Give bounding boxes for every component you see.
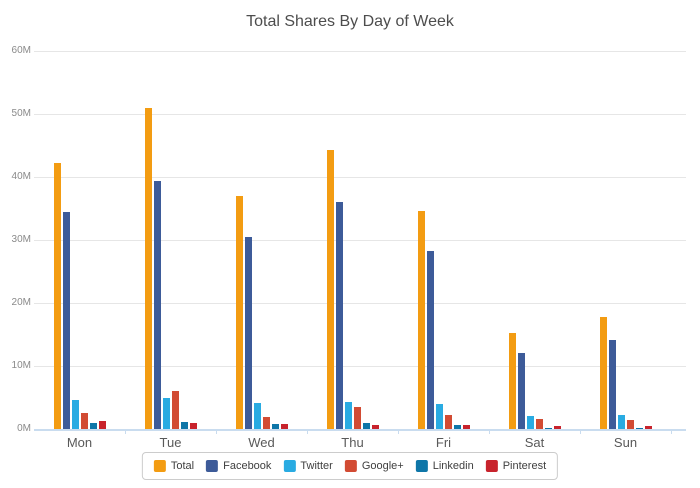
legend-swatch-icon [206, 460, 219, 472]
bar-pinterest-thu[interactable] [371, 425, 379, 429]
bar-linkedin-fri[interactable] [453, 425, 461, 429]
y-axis-label: 30M [11, 234, 31, 245]
legend-swatch-icon [153, 460, 166, 472]
bar-linkedin-mon[interactable] [89, 423, 97, 429]
bar-total-wed[interactable] [235, 196, 243, 429]
gridline [34, 240, 686, 241]
bar-total-fri[interactable] [417, 211, 425, 429]
bar-twitter-wed[interactable] [253, 403, 261, 429]
bar-google-sun[interactable] [626, 420, 634, 429]
legend-item-linkedin[interactable]: Linkedin [415, 460, 474, 472]
bar-group [144, 108, 197, 429]
bar-facebook-sun[interactable] [608, 340, 616, 429]
bar-linkedin-wed[interactable] [271, 424, 279, 429]
legend-label: Total [170, 460, 195, 472]
bar-pinterest-sat[interactable] [553, 426, 561, 429]
axis-tick [216, 429, 217, 434]
chart-title: Total Shares By Day of Week [246, 13, 454, 30]
axis-tick [307, 429, 308, 434]
bar-total-mon[interactable] [53, 163, 61, 429]
legend-label: Pinterest [502, 460, 547, 472]
legend-item-facebook[interactable]: Facebook [206, 460, 271, 472]
bar-group [53, 163, 106, 429]
y-axis-label: 0M [17, 423, 31, 434]
gridline [34, 366, 686, 367]
bar-pinterest-tue[interactable] [189, 423, 197, 429]
bar-twitter-fri[interactable] [435, 404, 443, 429]
legend-label: Linkedin [432, 460, 474, 472]
gridline [34, 114, 686, 115]
bar-total-tue[interactable] [144, 108, 152, 429]
plot-area [34, 51, 686, 431]
legend-swatch-icon [283, 460, 296, 472]
bar-group [326, 150, 379, 429]
axis-tick [580, 429, 581, 434]
bar-group [599, 317, 652, 429]
axis-tick [489, 429, 490, 434]
bar-group [235, 196, 288, 429]
bar-facebook-thu[interactable] [335, 202, 343, 429]
bar-total-sat[interactable] [508, 333, 516, 429]
legend-item-pinterest[interactable]: Pinterest [485, 460, 547, 472]
bar-google-mon[interactable] [80, 413, 88, 429]
bar-twitter-sun[interactable] [617, 415, 625, 429]
axis-tick [125, 429, 126, 434]
bar-linkedin-tue[interactable] [180, 422, 188, 429]
legend-item-total[interactable]: Total [153, 460, 195, 472]
bar-facebook-sat[interactable] [517, 353, 525, 429]
legend: Total Facebook Twitter Google+ Linkedin Pinte… [141, 452, 559, 480]
bar-facebook-mon[interactable] [62, 212, 70, 429]
x-axis-label: Sun [613, 435, 638, 450]
bar-group [508, 333, 561, 429]
bar-google-sat[interactable] [535, 419, 543, 429]
bar-linkedin-sun[interactable] [635, 428, 643, 429]
gridline [34, 51, 686, 52]
bar-pinterest-sun[interactable] [644, 426, 652, 429]
y-axis-label: 60M [11, 45, 31, 56]
legend-label: Facebook [223, 460, 272, 472]
bar-google-wed[interactable] [262, 417, 270, 429]
bar-pinterest-mon[interactable] [98, 421, 106, 429]
legend-swatch-icon [344, 460, 357, 472]
bar-google-thu[interactable] [353, 407, 361, 429]
x-axis-line [34, 429, 686, 431]
bar-twitter-mon[interactable] [71, 400, 79, 429]
gridline [34, 303, 686, 304]
bar-twitter-thu[interactable] [344, 402, 352, 429]
gridline [34, 177, 686, 178]
x-axis-label: Fri [435, 435, 452, 450]
bar-pinterest-fri[interactable] [462, 425, 470, 429]
bar-total-thu[interactable] [326, 150, 334, 429]
bar-facebook-tue[interactable] [153, 181, 161, 429]
legend-item-google[interactable]: Google+ [344, 460, 404, 472]
x-axis-label: Sat [524, 435, 545, 450]
bar-google-fri[interactable] [444, 415, 452, 429]
x-axis-label: Wed [248, 435, 275, 450]
y-axis-label: 10M [11, 360, 31, 371]
x-axis-label: Tue [159, 435, 182, 450]
x-axis-label: Mon [66, 435, 93, 450]
legend-label: Google+ [361, 460, 404, 472]
axis-tick [398, 429, 399, 434]
y-axis-label: 50M [11, 108, 31, 119]
bar-group [417, 211, 470, 429]
legend-swatch-icon [485, 460, 498, 472]
bar-twitter-sat[interactable] [526, 416, 534, 429]
legend-item-twitter[interactable]: Twitter [283, 460, 333, 472]
bar-twitter-tue[interactable] [162, 398, 170, 429]
legend-swatch-icon [415, 460, 428, 472]
bar-total-sun[interactable] [599, 317, 607, 429]
bar-facebook-wed[interactable] [244, 237, 252, 429]
bar-facebook-fri[interactable] [426, 251, 434, 429]
x-axis-label: Thu [341, 435, 364, 450]
bar-pinterest-wed[interactable] [280, 424, 288, 429]
y-axis-label: 20M [11, 297, 31, 308]
y-axis-label: 40M [11, 171, 31, 182]
bar-linkedin-thu[interactable] [362, 423, 370, 429]
bar-google-tue[interactable] [171, 391, 179, 429]
legend-label: Twitter [300, 460, 333, 472]
bar-linkedin-sat[interactable] [544, 428, 552, 429]
axis-tick [671, 429, 672, 434]
